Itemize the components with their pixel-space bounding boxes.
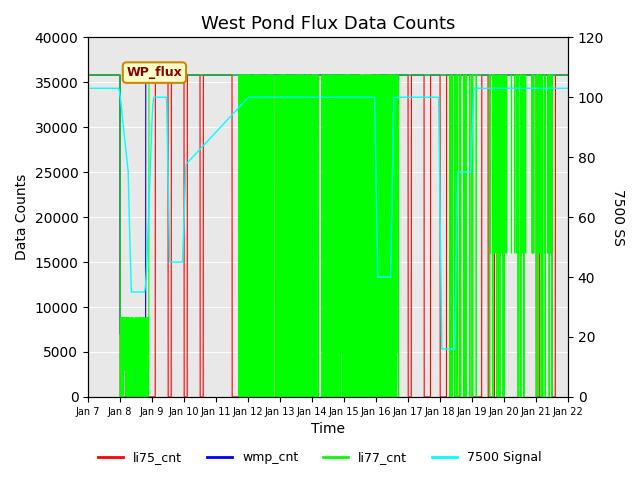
li77_cnt xyxy=(289,72,297,78)
li77_cnt xyxy=(269,394,276,400)
Text: WP_flux: WP_flux xyxy=(127,66,182,79)
Y-axis label: 7500 SS: 7500 SS xyxy=(611,189,625,246)
Line: 7500 Signal: 7500 Signal xyxy=(88,88,568,349)
li75_cnt xyxy=(116,394,124,400)
li75_cnt xyxy=(168,72,175,78)
wmp_cnt xyxy=(503,72,511,78)
li75_cnt xyxy=(84,72,92,78)
7500 Signal xyxy=(84,85,92,91)
li77_cnt xyxy=(116,394,124,400)
wmp_cnt xyxy=(289,72,297,78)
li75_cnt xyxy=(140,394,147,400)
wmp_cnt xyxy=(168,72,175,78)
li75_cnt xyxy=(503,72,511,78)
li77_cnt xyxy=(564,72,572,78)
wmp_cnt xyxy=(269,72,276,78)
li77_cnt xyxy=(503,72,511,78)
li75_cnt xyxy=(555,72,563,78)
wmp_cnt xyxy=(564,72,572,78)
wmp_cnt xyxy=(84,72,92,78)
X-axis label: Time: Time xyxy=(311,422,345,436)
wmp_cnt xyxy=(132,394,140,400)
Line: li75_cnt: li75_cnt xyxy=(88,75,568,397)
7500 Signal xyxy=(139,289,147,295)
wmp_cnt xyxy=(140,394,147,400)
li75_cnt xyxy=(564,72,572,78)
li77_cnt xyxy=(555,72,563,78)
7500 Signal xyxy=(289,95,297,100)
Legend: li75_cnt, wmp_cnt, li77_cnt, 7500 Signal: li75_cnt, wmp_cnt, li77_cnt, 7500 Signal xyxy=(93,446,547,469)
li77_cnt xyxy=(168,72,175,78)
li75_cnt xyxy=(269,394,276,400)
7500 Signal xyxy=(555,85,563,91)
Title: West Pond Flux Data Counts: West Pond Flux Data Counts xyxy=(201,15,455,33)
li77_cnt xyxy=(140,315,147,321)
7500 Signal xyxy=(504,85,511,91)
7500 Signal xyxy=(470,85,477,91)
7500 Signal xyxy=(268,95,276,100)
7500 Signal xyxy=(564,85,572,91)
Line: li77_cnt: li77_cnt xyxy=(88,75,568,397)
wmp_cnt xyxy=(555,72,563,78)
li75_cnt xyxy=(289,72,297,78)
Y-axis label: Data Counts: Data Counts xyxy=(15,174,29,260)
Line: wmp_cnt: wmp_cnt xyxy=(88,75,568,397)
7500 Signal xyxy=(438,346,445,352)
7500 Signal xyxy=(168,259,175,265)
li77_cnt xyxy=(84,72,92,78)
